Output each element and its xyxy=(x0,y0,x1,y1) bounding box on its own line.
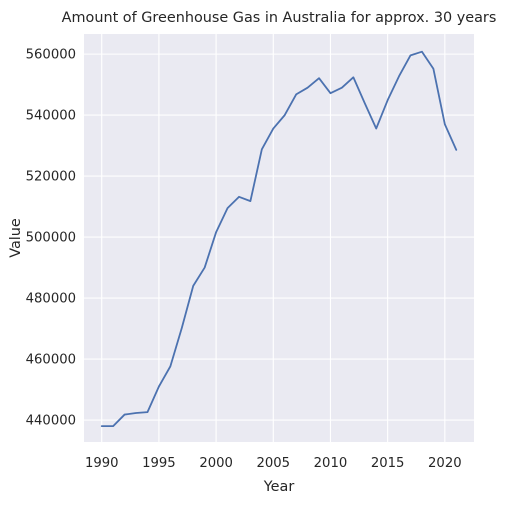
x-tick-label: 2020 xyxy=(428,456,462,471)
series-layer xyxy=(100,50,458,428)
x-tick-label: 1995 xyxy=(142,456,176,471)
x-tick-label: 2000 xyxy=(199,456,233,471)
y-axis-label: Value xyxy=(8,218,24,258)
y-tick-label: 440000 xyxy=(26,414,76,429)
x-tick-label: 2010 xyxy=(314,456,348,471)
x-tick-label: 2015 xyxy=(371,456,405,471)
y-tick-label: 520000 xyxy=(26,170,76,185)
y-tick-label: 460000 xyxy=(26,353,76,368)
y-tick-label: 480000 xyxy=(26,292,76,307)
y-tick-label: 540000 xyxy=(26,109,76,124)
series-line xyxy=(100,50,458,428)
y-axis-ticks: 440000 460000 480000 500000 520000 540000 5600… xyxy=(26,48,76,429)
chart-title: Amount of Greenhouse Gas in Australia fo… xyxy=(62,10,497,26)
plot-area xyxy=(84,34,474,442)
x-axis-label: Year xyxy=(263,479,295,495)
y-tick-label: 560000 xyxy=(26,48,76,63)
x-tick-label: 1990 xyxy=(85,456,119,471)
x-tick-label: 2005 xyxy=(257,456,291,471)
y-tick-label: 500000 xyxy=(26,231,76,246)
x-axis-ticks: 1990 1995 2000 2005 2010 2015 2020 xyxy=(85,456,462,471)
